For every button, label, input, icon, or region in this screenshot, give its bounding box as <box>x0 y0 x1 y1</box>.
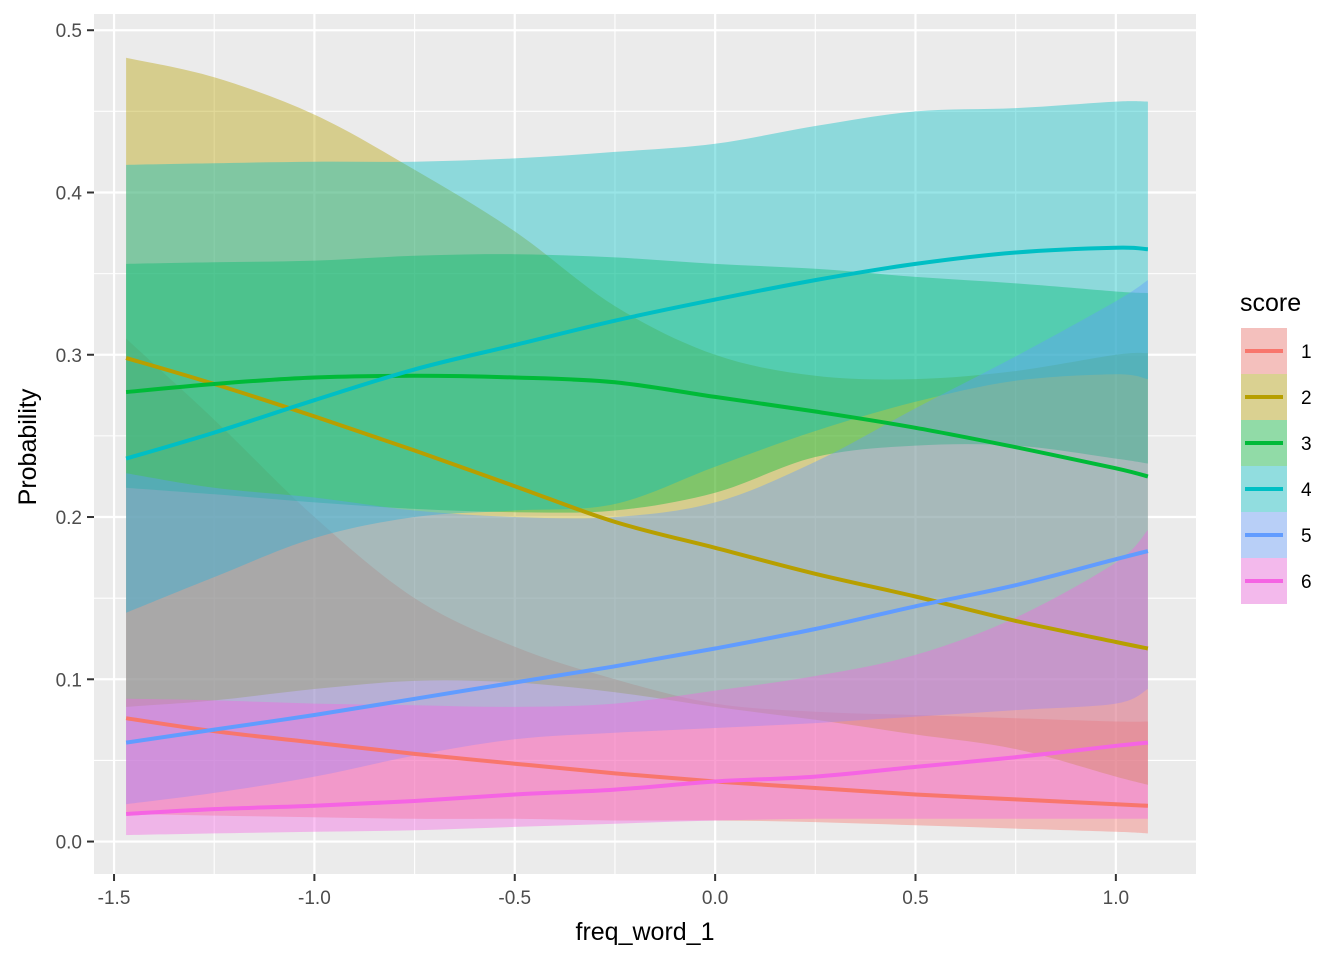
x-tick-label: -1.5 <box>98 888 131 909</box>
panel-background <box>94 14 1196 874</box>
line-series-1 <box>125 716 1148 808</box>
y-tick-label: 0.3 <box>56 346 82 367</box>
x-tick-label: -0.5 <box>498 888 531 909</box>
series-lines <box>125 245 1149 816</box>
legend-item-5: 5 <box>1241 512 1312 558</box>
legend-title: score <box>1240 289 1301 317</box>
plot-panel <box>94 14 1196 874</box>
legend-item-3: 3 <box>1241 420 1312 466</box>
legend: score 1 2 3 4 5 6 <box>1240 289 1312 604</box>
legend-item-4: 4 <box>1241 466 1312 512</box>
legend-label: 6 <box>1301 572 1312 593</box>
line-series-4 <box>125 245 1149 461</box>
line-series-5 <box>125 549 1149 745</box>
y-tick-label: 0.0 <box>56 833 82 854</box>
line-series-3 <box>125 373 1149 479</box>
x-tick-label: -1.0 <box>298 888 331 909</box>
y-axis-title: Probability <box>14 388 42 505</box>
line-series-2 <box>125 356 1149 651</box>
legend-label: 4 <box>1301 480 1312 501</box>
x-tick-label: 0.5 <box>902 888 928 909</box>
x-tick-label: 0.0 <box>702 888 728 909</box>
ribbon-series-4 <box>126 101 1148 613</box>
x-axis: -1.5 -1.0 -0.5 0.0 0.5 1.0 <box>98 874 1129 909</box>
line-series-6 <box>125 740 1149 816</box>
ribbon-series-2 <box>126 57 1148 785</box>
legend-label: 5 <box>1301 526 1312 547</box>
ribbon-series-1 <box>126 338 1148 834</box>
y-tick-label: 0.1 <box>56 670 82 691</box>
x-axis-title: freq_word_1 <box>576 918 715 946</box>
x-tick-label: 1.0 <box>1103 888 1129 909</box>
y-tick-label: 0.4 <box>56 183 83 204</box>
y-tick-label: 0.2 <box>56 508 82 529</box>
legend-label: 2 <box>1301 388 1312 409</box>
ribbon-series-6 <box>126 530 1148 836</box>
y-axis: 0.0 0.1 0.2 0.3 0.4 0.5 <box>56 21 94 854</box>
legend-label: 3 <box>1301 434 1312 455</box>
legend-item-6: 6 <box>1241 558 1312 604</box>
legend-item-2: 2 <box>1241 374 1312 420</box>
ribbon-series-5 <box>126 280 1148 805</box>
confidence-ribbons <box>126 57 1148 836</box>
legend-item-1: 1 <box>1241 328 1312 374</box>
legend-label: 1 <box>1301 342 1312 363</box>
y-tick-label: 0.5 <box>56 21 82 42</box>
